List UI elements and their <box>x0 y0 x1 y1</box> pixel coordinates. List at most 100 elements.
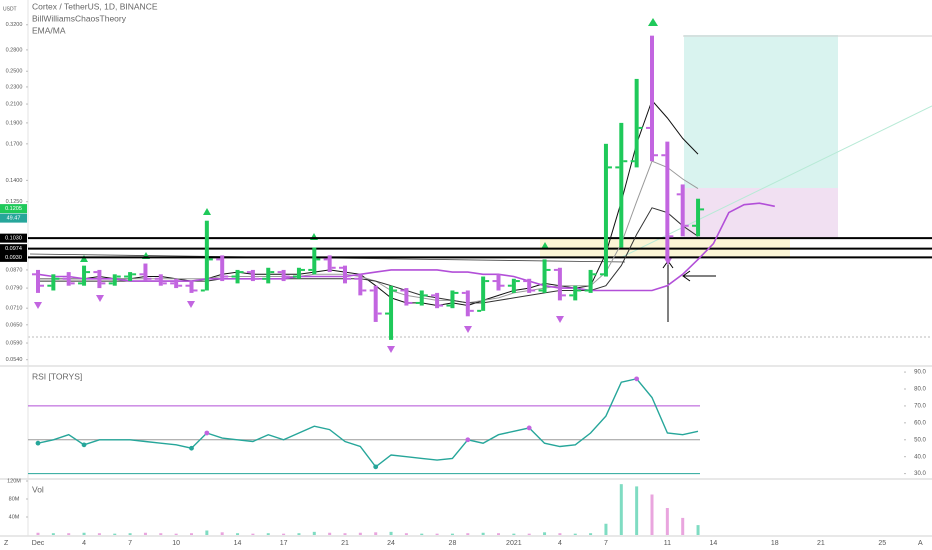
rsi-pivot <box>189 445 194 451</box>
rsi-title: RSI [TORYS] <box>32 371 82 381</box>
candle-close <box>86 271 91 274</box>
candle-close <box>193 289 198 292</box>
volume-bar <box>573 533 577 535</box>
candle-range <box>174 278 179 289</box>
candle-open <box>569 294 574 297</box>
volume-bar <box>435 533 439 535</box>
x-tick-label: 17 <box>280 540 288 547</box>
volume-bar <box>512 533 516 535</box>
arrow-head <box>682 270 691 282</box>
volume-bar <box>312 531 316 535</box>
volume-bar <box>97 533 101 535</box>
candle-range <box>557 267 562 301</box>
fractal-down <box>187 301 195 308</box>
candle-range <box>696 198 701 237</box>
candle-open <box>231 275 236 278</box>
candle-range <box>389 285 394 340</box>
candle-range <box>266 267 271 284</box>
x-tick-label: Dec <box>32 540 45 547</box>
candle-close <box>500 284 505 287</box>
candle-close <box>561 294 566 297</box>
candle-close <box>331 266 336 269</box>
fractal-down-group <box>34 258 672 353</box>
y-tick-label: 0.1700 <box>6 141 23 147</box>
candle-open <box>262 277 267 280</box>
candle-open <box>446 304 451 307</box>
candle-close <box>546 268 551 271</box>
footer-left: Z <box>4 540 9 547</box>
candle-open <box>154 277 159 280</box>
volume-bar <box>619 484 623 535</box>
level-badge <box>0 252 27 262</box>
y-tick-label: 0.1400 <box>6 178 23 184</box>
candle-open <box>308 268 313 271</box>
fractal-down <box>34 302 42 309</box>
y-tick-label: 60.0 <box>914 420 926 426</box>
candle-close <box>316 258 321 261</box>
volume-bar <box>174 533 178 535</box>
candle-range <box>373 285 378 322</box>
fractal-down <box>96 295 104 302</box>
fractal-down <box>664 258 672 265</box>
candle-open <box>339 266 343 269</box>
candle-open <box>277 271 282 274</box>
rsi-pivot <box>204 430 210 436</box>
candle-close <box>684 224 689 227</box>
candle-close <box>592 273 597 276</box>
x-tick-label: 7 <box>604 540 608 547</box>
candle-close <box>178 284 183 287</box>
candle-open <box>292 275 297 278</box>
candle-open <box>692 224 697 227</box>
candle-close <box>669 235 674 238</box>
candle-close <box>224 275 229 278</box>
candle-range <box>128 272 133 282</box>
y-tick-label: 0.1250 <box>6 199 23 205</box>
candle-open <box>62 277 67 280</box>
candle-open <box>477 309 482 312</box>
candle-close <box>654 154 658 157</box>
candle-range <box>665 141 670 260</box>
candle-open <box>32 273 36 276</box>
volume-bar <box>665 508 669 535</box>
candle-range <box>250 269 255 282</box>
candle-range <box>204 220 209 291</box>
y-tick-label: 80M <box>9 496 20 502</box>
volume-bar <box>650 494 654 535</box>
volume-bar <box>51 533 55 535</box>
candle-open <box>599 273 604 276</box>
candle-close <box>362 289 367 292</box>
indicator-label: 49.47 <box>7 216 21 222</box>
candle-close <box>147 277 152 280</box>
volume-bar <box>696 525 700 535</box>
candle-open <box>124 275 129 278</box>
target-zone <box>684 35 838 188</box>
candle-close <box>485 280 490 283</box>
candle-open <box>630 160 635 163</box>
candle-close <box>132 273 137 276</box>
candle-range <box>573 285 578 301</box>
volume-bar <box>36 532 40 535</box>
candle-range <box>143 263 148 282</box>
fractal-up <box>203 208 211 215</box>
rsi-pivot <box>634 376 640 382</box>
fractal-up <box>648 18 658 26</box>
candle-open <box>47 284 52 287</box>
rsi-pivot <box>81 442 87 448</box>
candle-open <box>676 193 681 196</box>
volume-bar <box>159 533 163 535</box>
candle-range <box>312 247 317 275</box>
candle-open <box>584 289 589 292</box>
y-tick-label: 40M <box>9 514 20 520</box>
footer-right: A <box>918 540 923 547</box>
y-tick-label: 0.2300 <box>6 84 23 90</box>
candle-range <box>496 274 501 291</box>
volume-bar <box>82 532 86 535</box>
indicator-badge <box>0 213 27 223</box>
y-tick-label: 0.1900 <box>6 120 23 126</box>
unit-label: USDT <box>3 6 17 12</box>
candle-range <box>650 35 654 162</box>
candle-close <box>377 312 382 315</box>
candle-close <box>638 126 643 129</box>
vol-title: Vol <box>32 484 44 494</box>
y-tick-label: 80.0 <box>914 387 926 393</box>
